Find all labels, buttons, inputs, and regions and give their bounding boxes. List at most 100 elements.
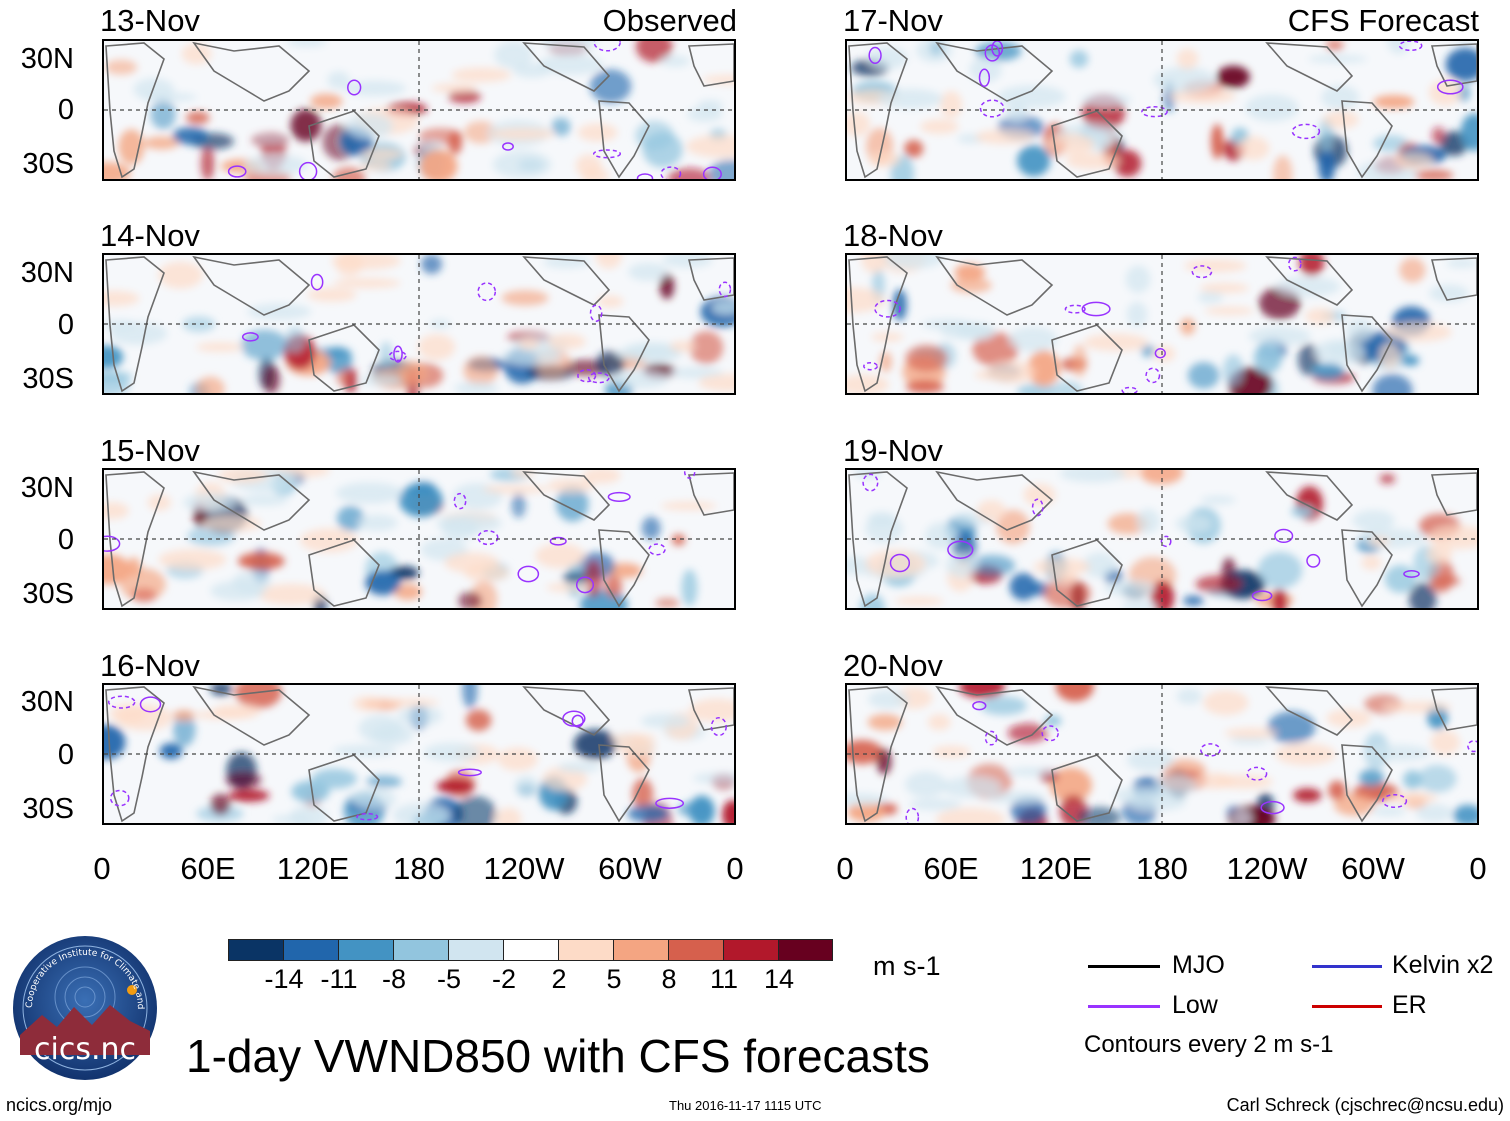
weak-anomaly bbox=[418, 334, 456, 361]
anomaly-blob bbox=[1141, 345, 1156, 358]
low-contour bbox=[1291, 123, 1321, 140]
anomaly-blob bbox=[1017, 145, 1051, 177]
anomaly-blob bbox=[689, 331, 724, 365]
anomaly-blob bbox=[290, 108, 322, 142]
anomaly-blob bbox=[120, 567, 166, 601]
weak-anomaly bbox=[612, 369, 669, 389]
anomaly-blob bbox=[867, 714, 903, 731]
coastline bbox=[935, 685, 1054, 746]
cics-logo-graphic: cics.nc Cooperative Institute for Climat… bbox=[9, 928, 157, 1080]
weak-anomaly bbox=[867, 511, 896, 527]
main-title: 1-day VWND850 with CFS forecasts bbox=[186, 1030, 930, 1082]
weak-anomaly bbox=[1136, 508, 1160, 534]
weak-anomaly bbox=[371, 723, 414, 746]
weak-anomaly bbox=[542, 766, 588, 792]
anomaly-blob bbox=[659, 273, 675, 300]
low-contour bbox=[139, 696, 162, 713]
anomaly-blob bbox=[172, 710, 196, 721]
anomaly-blob bbox=[104, 554, 131, 585]
weak-anomaly bbox=[1275, 276, 1341, 297]
panel-date-obs-2: 14-Nov bbox=[100, 218, 200, 253]
weak-anomaly bbox=[490, 127, 555, 141]
anomaly-blob bbox=[1139, 470, 1184, 485]
weak-anomaly bbox=[1305, 308, 1336, 325]
weak-anomaly bbox=[1326, 709, 1371, 728]
low-contour bbox=[1306, 553, 1321, 568]
weak-anomaly bbox=[1154, 774, 1198, 796]
low-contour bbox=[593, 41, 621, 52]
weak-anomaly bbox=[415, 140, 443, 151]
lon-label-60e: 60E bbox=[180, 851, 236, 886]
low-contour bbox=[889, 553, 911, 573]
wind-anomaly-field bbox=[847, 41, 1477, 179]
weak-anomaly bbox=[1005, 103, 1028, 122]
anomaly-blob bbox=[105, 59, 138, 75]
low-contour bbox=[991, 41, 1004, 57]
weak-anomaly bbox=[628, 262, 669, 282]
lon-label-0-end: 0 bbox=[726, 851, 744, 886]
panel-date-fc-2: 18-Nov bbox=[843, 218, 943, 253]
coastline bbox=[1051, 754, 1123, 822]
weak-anomaly bbox=[940, 90, 963, 119]
anomaly-blob bbox=[291, 780, 330, 803]
weak-anomaly bbox=[357, 514, 398, 531]
low-contour bbox=[587, 372, 610, 384]
coastline bbox=[935, 255, 1054, 316]
low-contour bbox=[347, 79, 362, 96]
anomaly-blob bbox=[627, 804, 669, 823]
weak-anomaly bbox=[1203, 690, 1249, 716]
weak-anomaly bbox=[431, 83, 478, 93]
anomaly-blob bbox=[1180, 317, 1196, 336]
lon-label-0-end: 0 bbox=[1469, 851, 1487, 886]
wind-anomaly-field bbox=[104, 470, 734, 608]
weak-anomaly bbox=[212, 704, 262, 718]
weak-anomaly bbox=[941, 776, 1001, 798]
weak-anomaly bbox=[1194, 772, 1235, 789]
anomaly-blob bbox=[1055, 685, 1094, 702]
low-contour bbox=[109, 789, 130, 807]
weak-anomaly bbox=[711, 300, 734, 315]
low-contour bbox=[655, 797, 685, 809]
anomaly-blob bbox=[336, 368, 350, 387]
anomaly-blob bbox=[118, 129, 145, 165]
weak-anomaly bbox=[104, 502, 129, 520]
low-contour bbox=[1121, 386, 1138, 393]
anomaly-blob bbox=[1445, 47, 1477, 82]
weak-anomaly bbox=[686, 107, 723, 122]
weak-anomaly bbox=[976, 499, 1006, 522]
weak-anomaly bbox=[1378, 342, 1401, 369]
map-panel-obs-3 bbox=[102, 468, 736, 610]
anomaly-blob bbox=[1183, 595, 1204, 607]
low-contour bbox=[298, 161, 318, 179]
weak-anomaly bbox=[1127, 793, 1187, 811]
legend-label-er: ER bbox=[1392, 991, 1427, 1019]
anomaly-blob bbox=[399, 483, 443, 518]
weak-anomaly bbox=[1197, 291, 1224, 304]
coastline bbox=[848, 686, 908, 823]
weak-anomaly bbox=[1367, 536, 1390, 547]
weak-anomaly bbox=[925, 522, 959, 550]
anomaly-blob bbox=[1072, 344, 1087, 378]
weak-anomaly bbox=[541, 41, 599, 54]
low-contour bbox=[718, 281, 732, 298]
low-contour bbox=[1064, 304, 1086, 314]
panel-date-obs-3: 15-Nov bbox=[100, 433, 200, 468]
legend-label-mjo: MJO bbox=[1172, 951, 1225, 979]
legend-label-low: Low bbox=[1172, 991, 1218, 1019]
low-contour bbox=[660, 166, 682, 179]
anomaly-blob bbox=[708, 159, 734, 179]
low-contour bbox=[477, 530, 499, 546]
coastline bbox=[687, 43, 734, 87]
weak-anomaly bbox=[1153, 345, 1176, 362]
anomaly-blob bbox=[195, 376, 225, 393]
map-panel-obs-4 bbox=[102, 683, 736, 825]
weak-anomaly bbox=[542, 255, 590, 269]
anomaly-blob bbox=[1007, 723, 1048, 743]
low-contour bbox=[979, 99, 1005, 118]
anomaly-blob bbox=[1216, 65, 1250, 89]
weak-anomaly bbox=[1200, 495, 1236, 505]
weak-anomaly bbox=[104, 290, 140, 307]
low-contour bbox=[702, 166, 722, 179]
low-contour bbox=[636, 173, 654, 179]
weak-anomaly bbox=[116, 704, 173, 731]
